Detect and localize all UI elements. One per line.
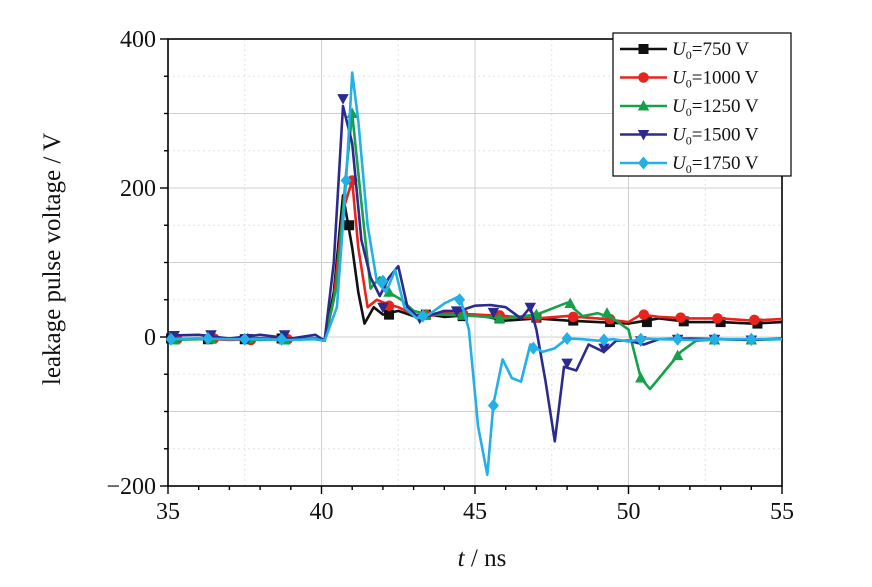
data-point [527, 341, 539, 355]
legend-entry: U0=1000 V [620, 68, 759, 91]
legend-label-var: U [672, 68, 687, 89]
x-tick-label: 40 [310, 499, 334, 525]
legend-label-var: U [672, 125, 687, 146]
data-point [165, 332, 177, 346]
x-axis-variable: t [458, 545, 466, 572]
legend-label: U0=1000 V [672, 68, 759, 91]
data-point [276, 332, 288, 346]
legend-label: U0=1750 V [672, 153, 759, 176]
legend-label-sub: 0 [686, 162, 692, 176]
legend-label: U0=750 V [672, 39, 749, 62]
legend-swatch-marker [638, 72, 649, 83]
data-point [672, 332, 684, 346]
data-point [383, 286, 395, 297]
y-tick-label: 200 [120, 176, 156, 202]
legend-label: U0=1250 V [672, 96, 759, 119]
x-tick-label: 45 [463, 499, 487, 525]
data-point [417, 309, 429, 323]
legend-label-sub: 0 [686, 105, 692, 119]
data-point [337, 94, 349, 105]
y-axis-title: leakage pulse voltage / V [39, 133, 66, 385]
series-1 [166, 194, 783, 345]
data-point [675, 312, 686, 323]
legend-label-rest: =1000 V [692, 68, 759, 89]
data-point [561, 331, 573, 345]
data-point [598, 333, 610, 347]
legend-entry: U0=1500 V [620, 125, 759, 148]
data-point [278, 330, 291, 341]
data-point [745, 332, 757, 346]
data-point [377, 302, 389, 314]
data-point [749, 314, 760, 326]
legend-label-sub: 0 [686, 48, 692, 62]
data-point [493, 312, 506, 323]
axes: 35 40 45 50 55 −200 0 200 400 [106, 27, 794, 525]
legend-swatch-marker [638, 156, 649, 170]
data-point [239, 332, 251, 346]
data-point [635, 371, 647, 383]
data-point [377, 274, 389, 288]
data-point [708, 332, 720, 346]
legend-entry: U0=750 V [620, 39, 749, 62]
data-point [712, 313, 723, 324]
legend-label-rest: =1750 V [692, 153, 759, 174]
legend-label-var: U [672, 153, 687, 174]
data-point [641, 317, 652, 328]
legend-label: U0=1500 V [672, 125, 759, 148]
x-axis-title: t / ns [458, 545, 507, 572]
data-point [340, 174, 352, 188]
legend-label-rest: =1500 V [692, 125, 759, 146]
series-layer [165, 71, 783, 477]
y-tick-label: 400 [120, 27, 156, 53]
data-point [561, 358, 573, 370]
legend-label-rest: =750 V [692, 39, 750, 60]
data-point [384, 309, 395, 320]
legend-label-var: U [672, 96, 687, 117]
x-axis-unit: / ns [465, 545, 507, 572]
y-tick-label: −200 [106, 474, 156, 500]
x-tick-label: 55 [770, 499, 794, 525]
data-point [344, 220, 355, 231]
y-tick-label: 0 [144, 325, 156, 351]
data-point [671, 349, 684, 361]
x-tick-label: 50 [617, 499, 641, 525]
series-line [167, 71, 782, 477]
x-tick-label: 35 [156, 499, 180, 525]
legend-label-sub: 0 [686, 77, 692, 91]
legend-swatch-marker [637, 130, 650, 141]
data-point [202, 331, 214, 345]
data-point [598, 343, 610, 355]
series-5 [165, 71, 782, 477]
data-point [524, 302, 537, 314]
data-point [564, 297, 576, 308]
legend-swatch-marker [638, 44, 649, 54]
legend-swatch-marker [637, 100, 650, 111]
data-point [567, 311, 579, 323]
legend-label-rest: =1250 V [692, 96, 759, 117]
legend-label-var: U [672, 39, 687, 60]
legend: U0=750 VU0=1000 VU0=1250 VU0=1500 VU0=17… [612, 32, 792, 177]
data-point [635, 332, 647, 346]
legend-entry: U0=1750 V [620, 153, 759, 176]
data-point [601, 307, 613, 318]
data-point [487, 307, 500, 319]
legend-label-sub: 0 [686, 134, 692, 148]
legend-entry: U0=1250 V [620, 96, 759, 119]
data-point [638, 309, 650, 320]
data-point [487, 399, 499, 413]
data-point [454, 293, 466, 307]
data-point [450, 306, 463, 317]
